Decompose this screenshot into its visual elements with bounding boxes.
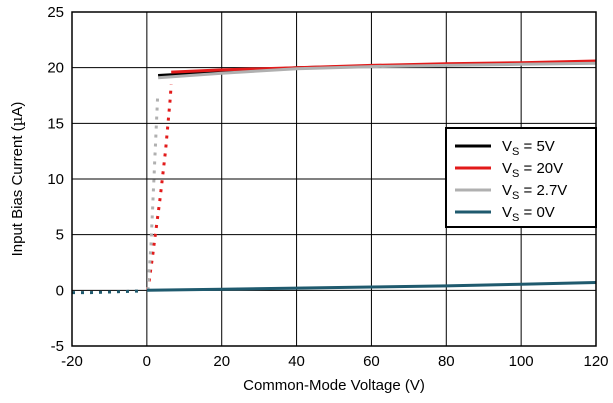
- y-tick-label: 20: [47, 60, 64, 77]
- y-tick-label: -5: [51, 338, 64, 355]
- tick-labels: -20 0 20 40 60 80 100 120 -5 0 5 10 15 20 25: [47, 4, 608, 370]
- x-tick-label: 0: [143, 353, 151, 370]
- x-tick-label: 80: [438, 353, 455, 370]
- y-axis-label-mu: µ: [8, 116, 26, 126]
- y-tick-label: 5: [56, 227, 64, 244]
- x-tick-label: 120: [583, 353, 608, 370]
- series-dotted-line: [146, 94, 160, 291]
- legend-label: VS = 0V: [502, 204, 555, 224]
- legend-label: VS = 2.7V: [502, 182, 567, 202]
- x-tick-label: 40: [288, 353, 305, 370]
- series-line: [146, 281, 597, 292]
- series-dotted-line: [146, 84, 173, 291]
- y-tick-label: 15: [47, 115, 64, 132]
- y-axis-label-tail: A): [9, 102, 26, 117]
- x-axis-label: Common-Mode Voltage (V): [243, 377, 425, 394]
- series-dotted-line: [72, 289, 144, 295]
- y-tick-label: 0: [56, 282, 64, 299]
- y-tick-label: 10: [47, 171, 64, 188]
- legend-label: VS = 5V: [502, 138, 555, 158]
- series-layer: [72, 59, 597, 295]
- x-tick-label: 100: [509, 353, 534, 370]
- x-tick-label: -20: [61, 353, 83, 370]
- series-line: [157, 61, 597, 80]
- x-tick-label: 60: [363, 353, 380, 370]
- y-axis-label: Input Bias Current (µA): [8, 102, 26, 257]
- y-tick-label: 25: [47, 4, 64, 21]
- x-tick-label: 20: [213, 353, 230, 370]
- y-axis-label-main: Input Bias Current (: [9, 126, 26, 256]
- legend-label: VS = 20V: [502, 160, 563, 180]
